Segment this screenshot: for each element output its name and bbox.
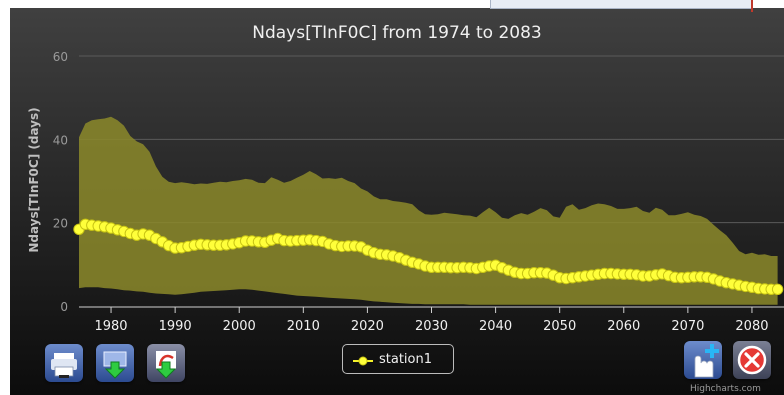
top-tab-marker [751,0,753,12]
x-tick-label-1980: 1980 [94,319,127,334]
hand-plus-icon [694,344,719,378]
x-tick-label-2040: 2040 [479,319,512,334]
pdf-export-icon [155,351,177,379]
x-tick-label-2020: 2020 [351,319,384,334]
print-button[interactable] [45,344,83,382]
add-series-button[interactable] [684,341,722,379]
printer-icon [51,353,77,378]
y-axis-title: Ndays[TInF0C] (days) [27,107,41,252]
credits[interactable]: Highcharts.com [690,384,761,394]
pdf-export-button[interactable] [147,344,185,382]
legend-symbol [353,356,373,366]
y-tick-label-60: 60 [53,50,68,64]
download-icon [103,351,127,379]
data-point-2084 [771,283,784,295]
top-tab [490,0,752,9]
x-tick-label-2000: 2000 [223,319,256,334]
chart-title: Ndays[TInF0C] from 1974 to 2083 [252,23,542,43]
x-tick-label-2050: 2050 [543,319,576,334]
range-band [79,116,778,305]
series-markers [73,218,784,295]
range-band-area [79,116,778,305]
x-tick-label-2060: 2060 [607,319,640,334]
x-tick-label-2070: 2070 [671,319,704,334]
x-tick-label-2010: 2010 [287,319,320,334]
download-button[interactable] [96,344,134,382]
x-tick-label-2030: 2030 [415,319,448,334]
close-icon [737,345,767,375]
y-tick-label-20: 20 [53,217,68,231]
x-tick-label-1990: 1990 [159,319,192,334]
legend-label-station1[interactable]: station1 [379,352,433,367]
close-button[interactable] [733,341,771,379]
y-tick-label-40: 40 [53,133,68,147]
y-tick-label-0: 0 [60,300,68,314]
x-tick-label-2080: 2080 [735,319,768,334]
legend[interactable]: station1 [342,344,454,374]
